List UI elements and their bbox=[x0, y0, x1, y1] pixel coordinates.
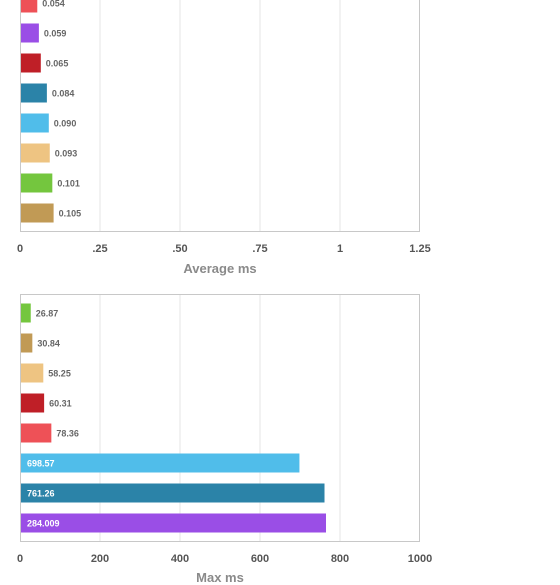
bar bbox=[21, 83, 47, 103]
bar bbox=[21, 303, 31, 323]
x-tick-label: 1.25 bbox=[409, 243, 430, 255]
bar-value-label: 0.101 bbox=[57, 179, 80, 189]
x-tick-label: .25 bbox=[92, 243, 107, 255]
bar bbox=[21, 363, 44, 383]
bar-value-label: 0.084 bbox=[52, 89, 75, 99]
bar bbox=[21, 423, 52, 443]
bar-value-label: 58.25 bbox=[48, 369, 71, 379]
bar-value-label: 60.31 bbox=[49, 399, 72, 409]
bar-value-label: 30.84 bbox=[37, 339, 60, 349]
bar-value-label: 0.054 bbox=[42, 0, 65, 9]
x-tick-label: 1 bbox=[337, 243, 343, 255]
bar bbox=[21, 393, 45, 413]
bar bbox=[21, 53, 41, 73]
bar bbox=[21, 333, 33, 353]
bar-value-label: 761.26 bbox=[27, 489, 55, 499]
bar-value-label: 698.57 bbox=[27, 459, 55, 469]
x-tick-label: 400 bbox=[171, 553, 189, 565]
x-tick-label: 1000 bbox=[408, 553, 432, 565]
bar-value-label: 78.36 bbox=[56, 429, 79, 439]
bar-value-label: 0.090 bbox=[54, 119, 77, 129]
x-tick-label: 0 bbox=[17, 243, 23, 255]
x-tick-label: .75 bbox=[252, 243, 267, 255]
average-ms-chart: 0.054 0.059 0.065 0.084 0.090 0.093 0.101 0.105… bbox=[17, 0, 431, 276]
x-tick-label: 200 bbox=[91, 553, 109, 565]
bar bbox=[21, 513, 326, 533]
x-axis-title: Max ms bbox=[196, 570, 244, 585]
bar-value-label: 284.009 bbox=[27, 519, 60, 529]
max-ms-chart: 26.87 30.84 58.25 60.31 78.36 698.57 761.26 284… bbox=[17, 294, 432, 585]
x-axis-title: Average ms bbox=[183, 261, 256, 276]
x-tick-label: .50 bbox=[172, 243, 187, 255]
x-tick-label: 800 bbox=[331, 553, 349, 565]
bar-value-label: 0.105 bbox=[59, 209, 82, 219]
bar-value-label: 26.87 bbox=[36, 309, 59, 319]
x-tick-label: 0 bbox=[17, 553, 23, 565]
bar bbox=[21, 453, 300, 473]
bar bbox=[21, 173, 53, 193]
bar bbox=[21, 23, 39, 43]
bar bbox=[21, 143, 50, 163]
bar bbox=[21, 113, 49, 133]
bar-value-label: 0.059 bbox=[44, 29, 67, 39]
bar bbox=[21, 203, 54, 223]
bar-value-label: 0.065 bbox=[46, 59, 69, 69]
x-tick-label: 600 bbox=[251, 553, 269, 565]
bar-value-label: 0.093 bbox=[55, 149, 78, 159]
bar bbox=[21, 0, 38, 13]
bar bbox=[21, 483, 325, 503]
